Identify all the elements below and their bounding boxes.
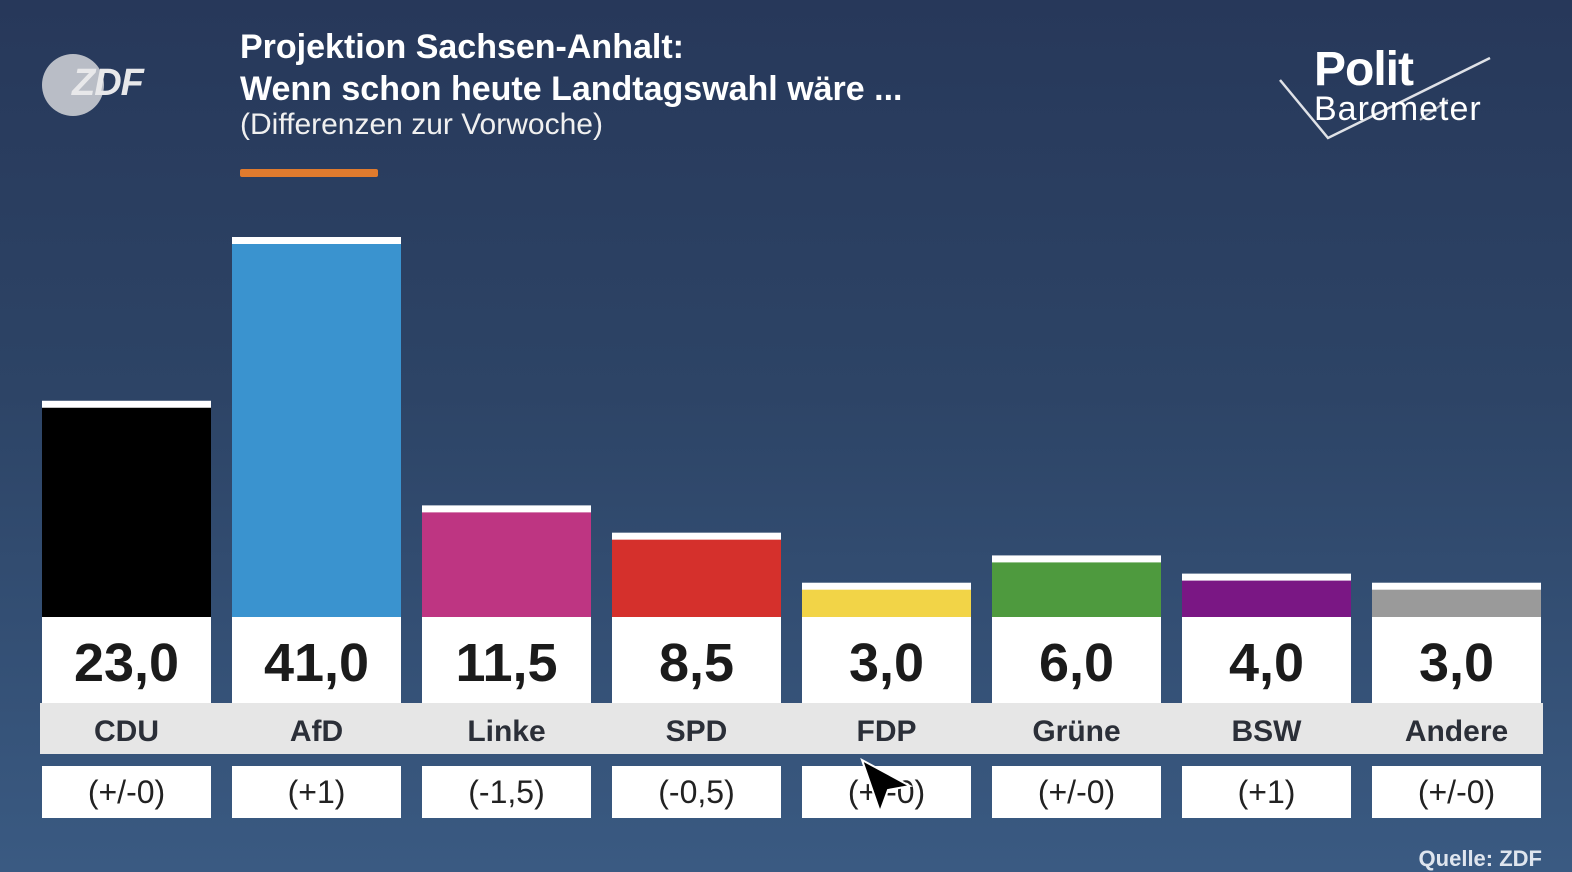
tick-label-bsw: BSW [1232, 715, 1303, 748]
value-box-andere [1372, 617, 1541, 703]
bar-cap-spd [612, 532, 781, 541]
politbarometer-logo: Polit Barometer [1270, 40, 1520, 150]
change-label-afd: (+1) [288, 774, 346, 810]
change-box-afd [232, 766, 401, 818]
data-label-spd: 8,5 [659, 633, 734, 693]
data-label-afd: 41,0 [264, 633, 369, 693]
change-box-gr-ne [992, 766, 1161, 818]
change-box-bsw [1182, 766, 1351, 818]
chart-subtitle: (Differenzen zur Vorwoche) [240, 108, 603, 141]
tick-label-andere: Andere [1405, 715, 1508, 748]
change-label-bsw: (+1) [1238, 774, 1296, 810]
value-box-bsw [1182, 617, 1351, 703]
tick-label-linke: Linke [467, 715, 545, 748]
change-label-andere: (+/-0) [1418, 774, 1495, 810]
data-label-andere: 3,0 [1419, 633, 1494, 693]
bar-cap-fdp [802, 582, 971, 591]
tick-label-spd: SPD [666, 715, 728, 748]
category-label-band [40, 703, 1543, 754]
value-box-fdp [802, 617, 971, 703]
value-box-gr-ne [992, 617, 1161, 703]
zdf-logo: ZDF [40, 50, 160, 120]
source-label: Quelle: ZDF [1418, 846, 1542, 871]
tick-label-gr-ne: Grüne [1032, 715, 1120, 748]
bar-cap-cdu [42, 400, 211, 409]
bar-spd [612, 539, 781, 617]
change-label-spd: (-0,5) [658, 774, 734, 810]
chart-title: Projektion Sachsen-Anhalt: Wenn schon he… [240, 26, 903, 110]
change-box-andere [1372, 766, 1541, 818]
data-label-fdp: 3,0 [849, 633, 924, 693]
data-label-gr-ne: 6,0 [1039, 633, 1114, 693]
bar-cap-linke [422, 505, 591, 514]
data-label-cdu: 23,0 [74, 633, 179, 693]
data-label-bsw: 4,0 [1229, 633, 1304, 693]
bar-cap-bsw [1182, 573, 1351, 582]
value-box-cdu [42, 617, 211, 703]
tick-label-cdu: CDU [94, 715, 159, 748]
tick-label-afd: AfD [290, 715, 343, 748]
change-label-cdu: (+/-0) [88, 774, 165, 810]
mouse-cursor-icon [860, 757, 913, 815]
change-box-linke [422, 766, 591, 818]
bar-gr-ne [992, 562, 1161, 617]
bar-cap-afd [232, 237, 401, 245]
zdf-logo-disc [42, 54, 104, 116]
bar-cap-gr-ne [992, 555, 1161, 564]
data-label-linke: 11,5 [455, 633, 557, 693]
change-box-spd [612, 766, 781, 818]
change-label-gr-ne: (+/-0) [1038, 774, 1115, 810]
value-box-afd [232, 617, 401, 703]
chart-title-line1: Projektion Sachsen-Anhalt: [240, 28, 684, 66]
value-box-spd [612, 617, 781, 703]
zdf-logo-text: ZDF [72, 62, 144, 104]
bar-fdp [802, 589, 971, 617]
politbarometer-logo-polit: Polit [1314, 43, 1414, 96]
politbarometer-logo-barometer: Barometer [1314, 90, 1482, 128]
tick-label-fdp: FDP [857, 715, 917, 748]
change-box-cdu [42, 766, 211, 818]
chart-title-line2: Wenn schon heute Landtagswahl wäre ... [240, 70, 903, 108]
bar-cap-andere [1372, 582, 1541, 591]
change-label-linke: (-1,5) [468, 774, 544, 810]
bar-bsw [1182, 580, 1351, 617]
accent-underline [240, 169, 378, 177]
value-box-linke [422, 617, 591, 703]
bar-afd [232, 244, 401, 617]
checkmark-icon [1279, 56, 1491, 140]
bar-andere [1372, 589, 1541, 617]
bar-linke [422, 512, 591, 617]
bar-cdu [42, 407, 211, 617]
